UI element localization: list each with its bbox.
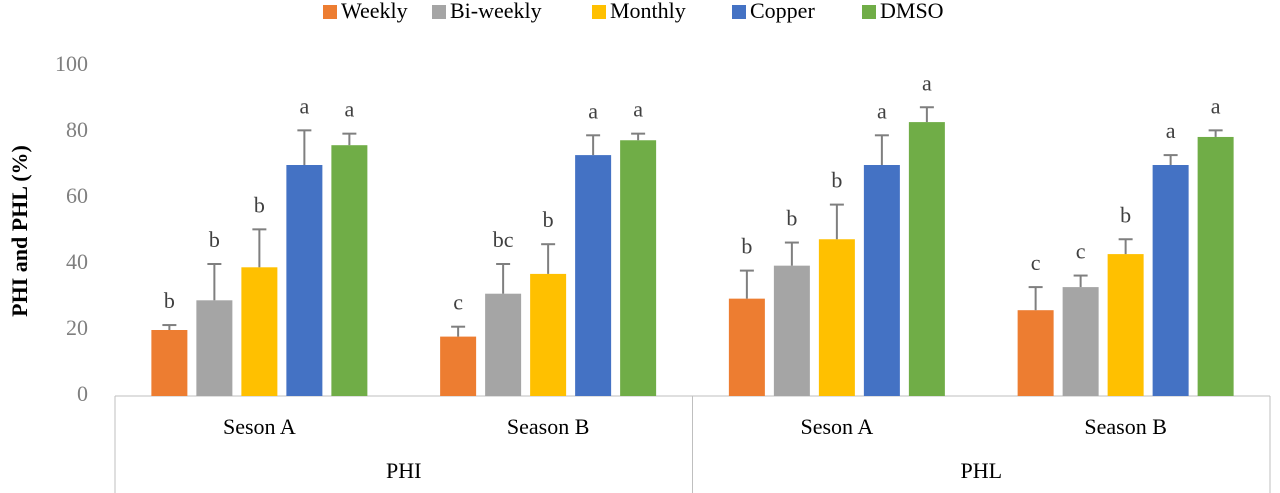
significance-letter: a <box>877 98 887 123</box>
significance-letter: b <box>209 227 220 252</box>
bar <box>151 330 188 396</box>
significance-letter: a <box>344 97 354 122</box>
legend-label: DMSO <box>880 0 944 23</box>
bar <box>575 155 612 396</box>
significance-letter: a <box>299 93 309 118</box>
bar <box>530 273 567 396</box>
legend-label: Weekly <box>341 0 408 23</box>
significance-letter: a <box>922 70 932 95</box>
bar <box>728 298 765 396</box>
bar <box>1152 165 1189 396</box>
legend-swatch <box>862 5 876 19</box>
bar <box>620 140 657 396</box>
y-tick-label: 100 <box>55 51 88 76</box>
y-tick-label: 20 <box>66 315 88 340</box>
y-tick-label: 0 <box>77 381 88 406</box>
significance-letter: b <box>786 206 797 231</box>
legend-swatch <box>732 5 746 19</box>
y-tick-label: 60 <box>66 183 88 208</box>
legend-label: Monthly <box>610 0 686 23</box>
y-tick-label: 40 <box>66 249 88 274</box>
group-label: PHI <box>386 458 421 483</box>
significance-letter: b <box>741 234 752 259</box>
bar <box>818 239 855 396</box>
significance-letter: c <box>1076 239 1086 264</box>
bar <box>1107 254 1144 396</box>
x-tick-label: Season B <box>1084 414 1167 439</box>
significance-letter: a <box>1166 118 1176 143</box>
significance-letter: c <box>453 290 463 315</box>
legend-swatch <box>592 5 606 19</box>
significance-letter: b <box>831 168 842 193</box>
bar <box>908 122 945 396</box>
significance-letter: bc <box>493 227 514 252</box>
bar <box>1062 287 1099 396</box>
bar <box>331 145 368 396</box>
x-tick-label: Season B <box>507 414 590 439</box>
bar <box>196 300 233 396</box>
bar <box>440 336 477 396</box>
significance-letter: b <box>164 288 175 313</box>
significance-letter: b <box>1120 202 1131 227</box>
x-tick-label: Seson A <box>223 414 296 439</box>
bar <box>863 165 900 396</box>
y-axis-title: PHI and PHL (%) <box>7 145 32 317</box>
bar <box>241 267 278 396</box>
x-tick-label: Seson A <box>801 414 874 439</box>
bar <box>773 265 810 396</box>
legend-label: Bi-weekly <box>450 0 542 23</box>
bar <box>1017 310 1054 396</box>
legend-swatch <box>432 5 446 19</box>
legend-swatch <box>323 5 337 19</box>
legend-label: Copper <box>750 0 815 23</box>
significance-letter: a <box>588 98 598 123</box>
group-label: PHL <box>960 458 1002 483</box>
significance-letter: b <box>543 207 554 232</box>
significance-letter: c <box>1031 250 1041 275</box>
significance-letter: a <box>1211 93 1221 118</box>
significance-letter: b <box>254 192 265 217</box>
significance-letter: a <box>633 97 643 122</box>
bar <box>1197 136 1234 396</box>
bar <box>485 293 522 396</box>
bar <box>286 165 323 396</box>
y-tick-label: 80 <box>66 117 88 142</box>
